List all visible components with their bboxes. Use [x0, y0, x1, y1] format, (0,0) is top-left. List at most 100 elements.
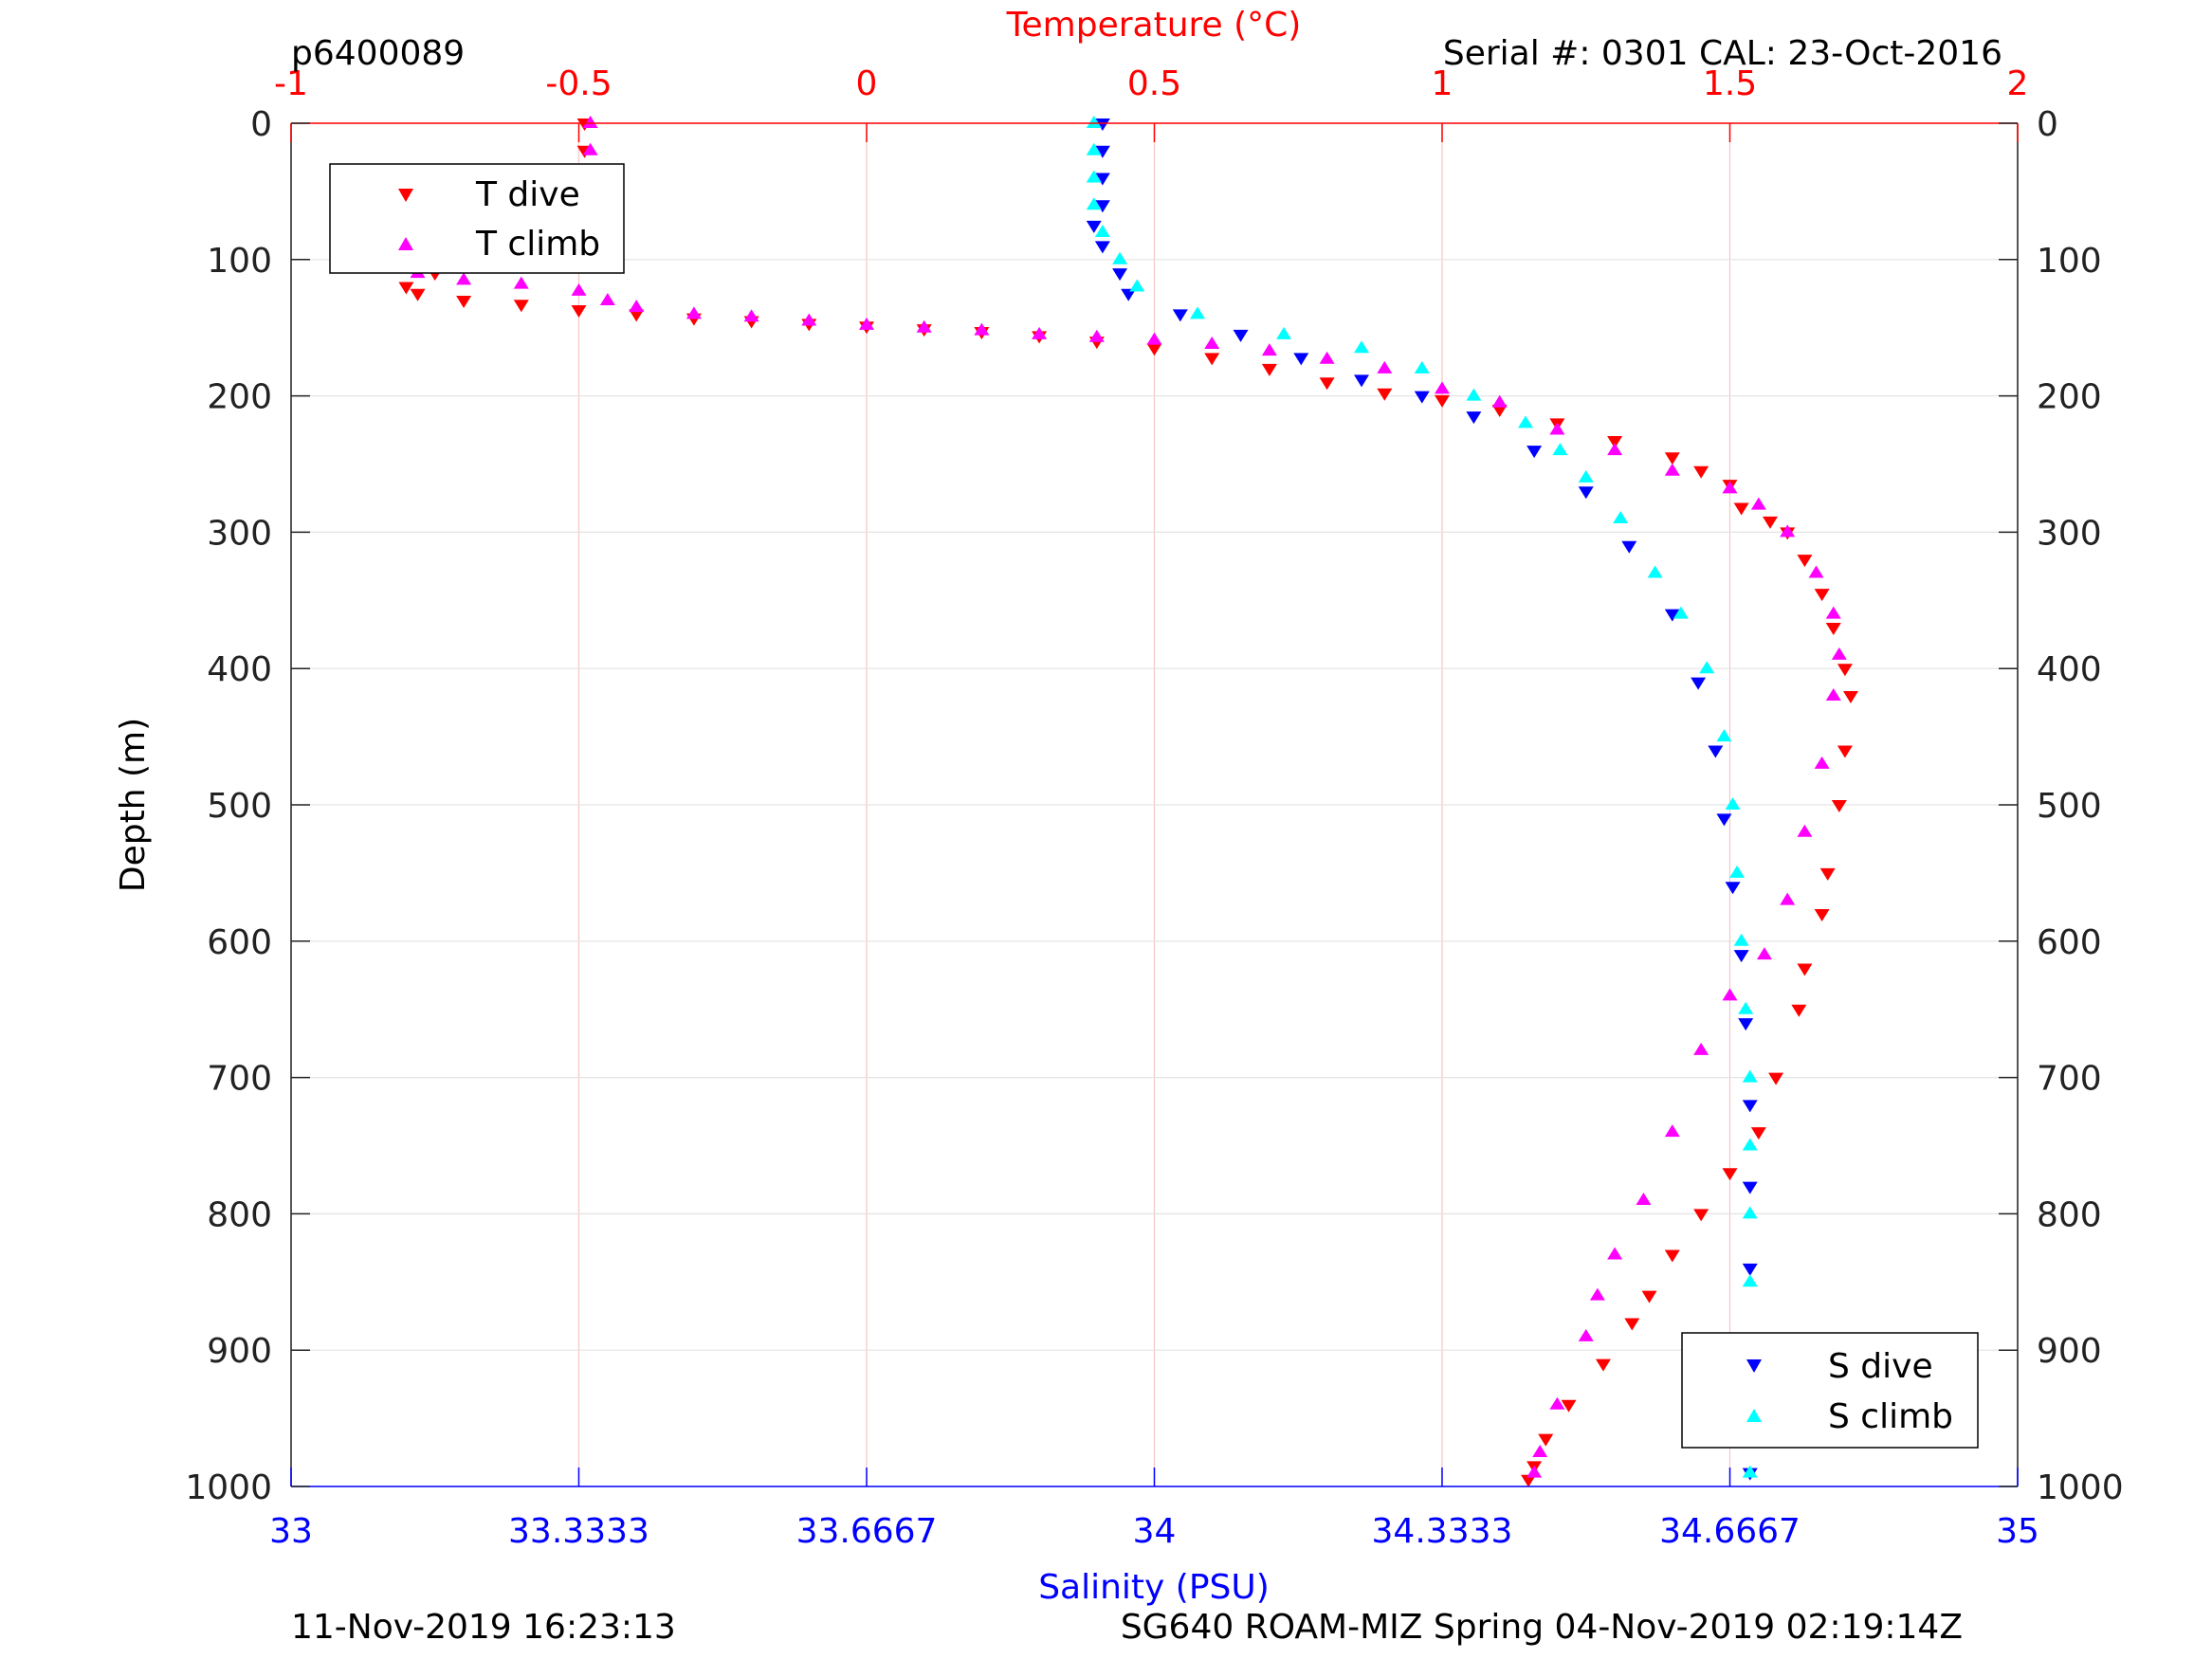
data-point — [1664, 452, 1680, 465]
data-point — [1750, 1127, 1766, 1140]
depth-tick-label-left: 300 — [207, 514, 272, 553]
data-point — [1561, 1399, 1577, 1413]
data-point — [1797, 555, 1813, 568]
temperature-tick-label: 0.5 — [1127, 64, 1181, 103]
depth-tick-label-left: 500 — [207, 787, 272, 826]
data-point — [1797, 824, 1813, 837]
data-point — [1032, 326, 1048, 339]
data-point — [1518, 415, 1534, 428]
data-point — [1190, 306, 1206, 319]
data-point — [1716, 729, 1732, 742]
data-point — [1641, 1290, 1657, 1304]
data-point — [1742, 1263, 1758, 1276]
data-point — [1112, 268, 1128, 282]
legend-t-dive-label: T dive — [475, 175, 580, 214]
temperature-tick-label: 0 — [856, 64, 878, 103]
data-point — [1146, 332, 1162, 345]
data-point — [1797, 963, 1813, 976]
data-point — [1742, 1274, 1758, 1287]
data-point — [1729, 865, 1746, 878]
data-point — [1664, 463, 1680, 476]
data-point — [1673, 606, 1689, 619]
depth-tick-label-right: 0 — [2037, 105, 2058, 144]
salinity-tick-label: 33.6667 — [796, 1512, 938, 1551]
data-point — [1722, 1168, 1738, 1181]
temperature-tick-label: 1.5 — [1703, 64, 1757, 103]
axes: -1 -0.5 0 0.5 1 1.5 2 33 33.3333 33.6667 34 34.3333… — [185, 64, 2123, 1551]
data-point — [398, 282, 414, 295]
legend-s-dive-label: S dive — [1828, 1347, 1933, 1386]
data-point — [1750, 497, 1766, 510]
data-point — [1094, 118, 1110, 131]
data-point — [1624, 1318, 1640, 1331]
data-point — [1742, 1465, 1758, 1478]
depth-tick-label-right: 300 — [2037, 514, 2102, 553]
data-point — [1538, 1433, 1554, 1447]
data-point — [1780, 524, 1796, 538]
data-point — [1319, 377, 1335, 391]
data-point — [1088, 329, 1105, 342]
data-point — [456, 272, 472, 285]
data-point — [629, 300, 645, 313]
data-point — [513, 300, 529, 313]
data-point — [1414, 391, 1430, 404]
data-point — [582, 116, 598, 128]
data-point — [1738, 1018, 1754, 1031]
data-point — [1636, 1193, 1652, 1206]
data-point — [1607, 436, 1623, 449]
serial-calibration: Serial #: 0301 CAL: 23-Oct-2016 — [1443, 34, 2002, 73]
salinity-tick-label: 34 — [1133, 1512, 1177, 1551]
data-point — [1578, 486, 1594, 500]
data-point — [1204, 336, 1220, 349]
data-point — [629, 309, 645, 322]
data-point — [1094, 241, 1110, 254]
data-point — [1589, 1287, 1605, 1301]
data-point — [1831, 800, 1847, 812]
depth-tick-label-right: 600 — [2037, 923, 2102, 962]
data-point — [1814, 589, 1830, 602]
data-point — [1837, 745, 1853, 758]
legend-salinity: S dive S climb — [1681, 1332, 1979, 1449]
data-point — [1526, 1465, 1543, 1478]
data-point — [1825, 606, 1841, 619]
data-point — [1261, 343, 1277, 356]
data-point — [1613, 511, 1629, 524]
data-point — [859, 317, 874, 330]
data-point — [1354, 374, 1370, 388]
data-point — [1664, 609, 1680, 622]
legend-temperature-box — [329, 163, 625, 274]
data-point — [1814, 756, 1830, 769]
data-point — [1377, 360, 1393, 374]
data-point — [1780, 892, 1796, 905]
temperature-tick-label: -1 — [274, 64, 308, 103]
legend-s-climb-label: S climb — [1828, 1397, 1953, 1436]
data-point — [1808, 565, 1824, 578]
depth-tick-label-right: 700 — [2037, 1060, 2102, 1099]
legend-s-climb-marker — [1746, 1409, 1762, 1422]
data-point — [1621, 540, 1637, 554]
data-point — [1172, 309, 1188, 322]
data-point — [1733, 502, 1749, 516]
data-point — [1146, 343, 1162, 356]
data-point — [1699, 661, 1715, 674]
data-point — [1094, 225, 1110, 238]
temperature-tick-label: 2 — [2007, 64, 2029, 103]
data-point — [1549, 422, 1565, 435]
salinity-axis-label: Salinity (PSU) — [1038, 1568, 1270, 1607]
depth-tick-label-left: 400 — [207, 650, 272, 689]
data-point — [1756, 947, 1772, 960]
data-point — [1094, 145, 1110, 158]
depth-tick-label-left: 600 — [207, 923, 272, 962]
depth-tick-label-right: 1000 — [2037, 1468, 2124, 1507]
data-point — [1742, 1181, 1758, 1194]
data-point — [1578, 1328, 1594, 1341]
data-point — [1708, 745, 1724, 758]
data-point — [1094, 173, 1110, 186]
data-point — [582, 142, 598, 155]
data-point — [1319, 351, 1335, 364]
depth-tick-label-left: 200 — [207, 378, 272, 417]
data-point — [1086, 220, 1102, 233]
salinity-tick-label: 35 — [1996, 1512, 2039, 1551]
depth-tick-label-left: 900 — [207, 1332, 272, 1371]
data-point — [1521, 1474, 1537, 1487]
